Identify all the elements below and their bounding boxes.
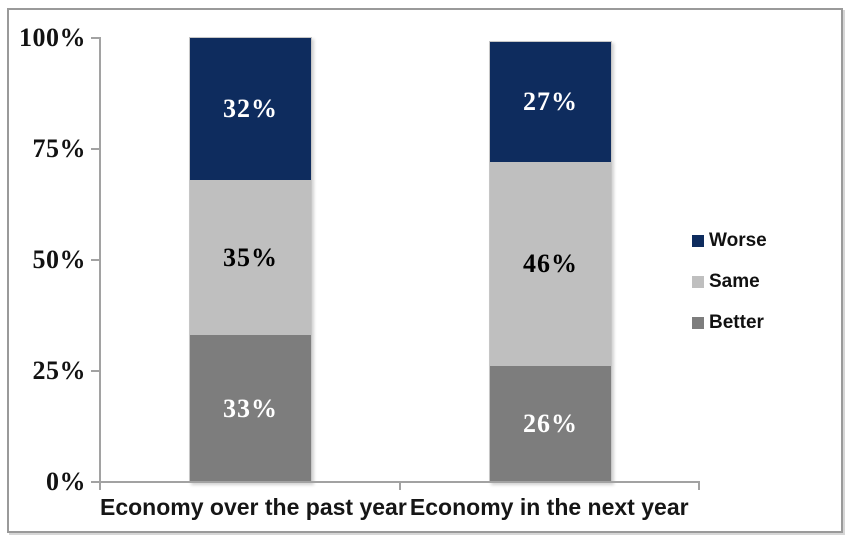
bar-segment-same: 35%: [190, 179, 311, 336]
bar-value-label: 26%: [523, 409, 578, 439]
bar-value-label: 32%: [223, 93, 278, 123]
legend-item-same: Same: [692, 271, 767, 293]
y-tick: [91, 147, 100, 150]
legend-label: Better: [709, 312, 764, 333]
legend-swatch-better: [692, 317, 704, 329]
category-label: Economy over the past year: [100, 494, 407, 520]
y-tick-label: 25%: [32, 355, 86, 385]
bar-segment-worse: 32%: [190, 37, 311, 180]
y-tick-label: 75%: [32, 133, 86, 163]
y-tick: [91, 481, 100, 483]
bar-segment-same: 46%: [490, 162, 611, 367]
legend-label: Same: [709, 271, 760, 292]
bar: 26% 46% 27%: [489, 41, 612, 483]
y-axis-line: [99, 36, 101, 490]
y-tick-label: 50%: [32, 244, 86, 274]
bar-value-label: 35%: [223, 242, 278, 272]
legend-label: Worse: [709, 230, 767, 251]
legend-swatch-same: [692, 276, 704, 288]
bar-value-label: 46%: [523, 249, 578, 279]
legend: Worse Same Better: [692, 230, 767, 353]
x-tick: [698, 483, 700, 490]
bar-segment-worse: 27%: [490, 42, 611, 163]
legend-item-better: Better: [692, 312, 767, 334]
category-label: Economy in the next year: [409, 494, 689, 520]
bar-segment-better: 33%: [190, 335, 311, 482]
y-tick-label: 100%: [19, 22, 86, 52]
y-tick: [91, 36, 100, 39]
x-tick: [399, 483, 401, 490]
bar-segment-better: 26%: [490, 366, 611, 482]
chart-frame: 33% 35% 32% Economy over the past year 26% 46…: [7, 8, 843, 533]
x-axis-line: [99, 481, 700, 483]
y-tick: [91, 369, 100, 372]
y-tick: [91, 258, 100, 261]
bar-value-label: 27%: [523, 87, 578, 117]
bar-value-label: 33%: [223, 393, 278, 423]
y-tick-label: 0%: [46, 467, 86, 496]
legend-swatch-worse: [692, 235, 704, 247]
legend-item-worse: Worse: [692, 230, 767, 252]
bar: 33% 35% 32%: [189, 37, 312, 483]
